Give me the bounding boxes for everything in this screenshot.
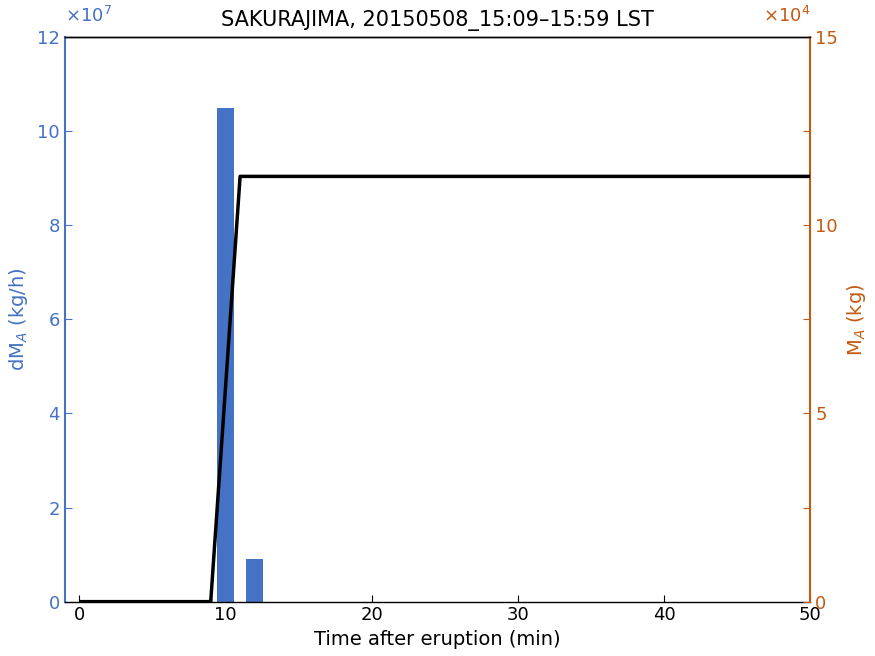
Y-axis label: dM$_A$ (kg/h): dM$_A$ (kg/h) [7, 268, 30, 371]
Bar [217, 108, 234, 602]
Title: SAKURAJIMA, 20150508_15:09–15:59 LST: SAKURAJIMA, 20150508_15:09–15:59 LST [221, 10, 654, 31]
Text: $\times10^4$: $\times10^4$ [763, 6, 810, 26]
Text: $\times10^7$: $\times10^7$ [65, 6, 112, 26]
Bar [246, 560, 263, 602]
X-axis label: Time after eruption (min): Time after eruption (min) [314, 630, 561, 649]
Y-axis label: M$_A$ (kg): M$_A$ (kg) [845, 283, 868, 356]
